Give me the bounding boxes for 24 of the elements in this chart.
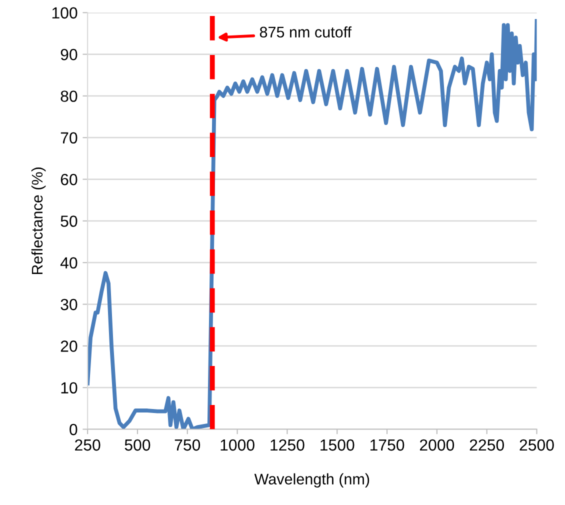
- x-tick-label: 750: [174, 439, 200, 451]
- x-tick-label: 1000: [220, 439, 254, 451]
- x-tick-label: 1500: [320, 439, 354, 451]
- x-tick-label: 1750: [370, 439, 404, 451]
- x-tick-label: 250: [75, 439, 100, 451]
- y-tick-label: 80: [60, 90, 78, 102]
- y-tick-label: 40: [60, 257, 78, 269]
- y-tick-label: 30: [60, 298, 78, 310]
- y-tick-label: 10: [61, 382, 78, 394]
- y-tick-label: 50: [60, 216, 78, 227]
- y-tick-label: 0: [70, 424, 78, 436]
- y-tick-label: 60: [60, 174, 78, 186]
- x-tick-label: 1250: [270, 439, 304, 451]
- y-tick-label: 20: [60, 340, 78, 352]
- x-tick-label: 2250: [470, 439, 504, 451]
- x-tick-label: 2000: [420, 439, 454, 451]
- x-tick-label: 500: [124, 439, 150, 451]
- x-axis-title: Wavelength (nm): [254, 473, 370, 488]
- x-tick-label: 2500: [520, 439, 554, 451]
- y-axis-title: Reflectance (%): [31, 168, 46, 274]
- annotation: 875 nm cutoff: [260, 26, 352, 38]
- y-tick-label: 90: [60, 48, 78, 60]
- y-tick-label: 70: [60, 132, 78, 144]
- y-tick-label: 100: [52, 7, 78, 19]
